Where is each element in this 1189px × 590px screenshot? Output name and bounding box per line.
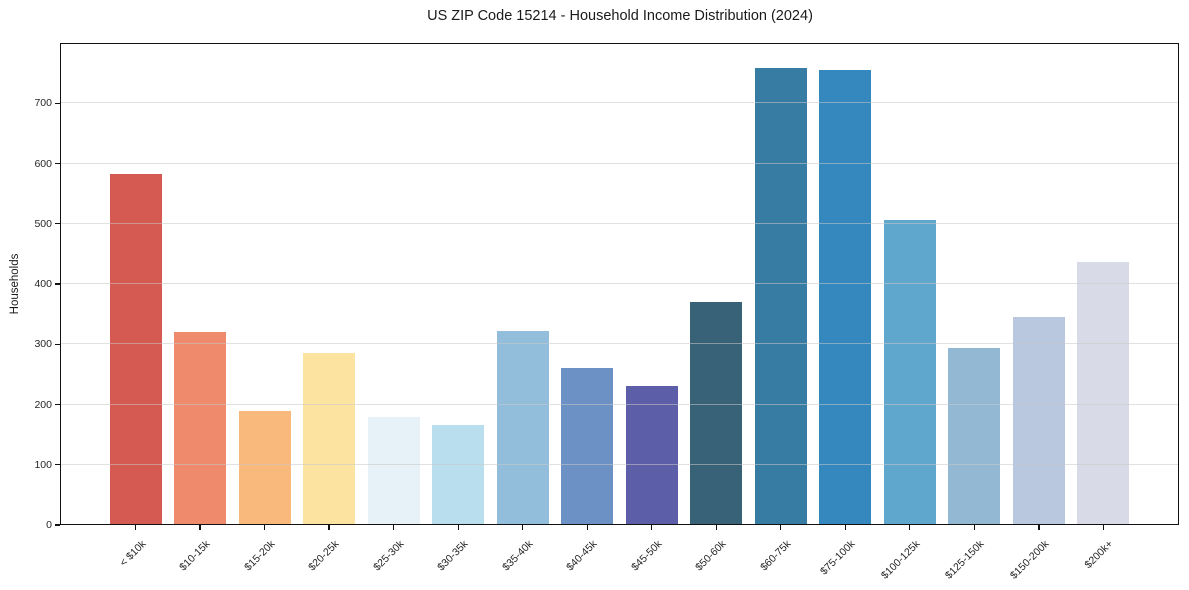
x-tick-label-$75-100k: $75-100k [818,538,858,578]
y-tick-label-200: 200 [34,398,52,411]
bar-< $10k [109,173,162,525]
bar-$25-30k [367,417,420,525]
gridline-400 [60,283,1179,284]
gridline-300 [60,343,1179,345]
bar-$40-45k [561,367,614,525]
gridline-200 [60,403,1179,405]
y-tick-mark [55,283,60,285]
bar-$150-200k [1012,316,1065,525]
x-tick-label-$50-60k: $50-60k [693,538,729,574]
x-tick-mark [844,525,846,530]
x-tick-label-$150-200k: $150-200k [1007,538,1052,582]
bar-$75-100k [819,69,872,525]
y-tick-mark [55,343,60,345]
plot-frame [60,43,1179,525]
gridline-600 [60,162,1179,164]
x-tick-mark [263,525,266,530]
bar-$125-150k [948,347,1001,525]
bar-$60-75k [754,68,807,525]
x-tick-mark [393,525,395,530]
x-tick-mark [909,525,911,530]
y-tick-mark [55,403,60,406]
x-tick-mark [1038,525,1040,530]
y-tick-label-500: 500 [34,217,52,230]
bar-$35-40k [496,331,549,525]
gridline-100 [60,463,1179,465]
x-tick-label-< $10k: < $10k [116,538,148,569]
bar-$45-50k [625,386,678,525]
y-tick-label-700: 700 [34,97,52,110]
gridline-500 [60,222,1179,224]
x-tick-label-$45-50k: $45-50k [628,538,665,574]
x-tick-mark [651,525,653,530]
x-tick-label-$15-20k: $15-20k [241,538,278,574]
bar-$10-15k [174,331,227,525]
x-tick-label-$40-45k: $40-45k [564,538,600,574]
x-tick-mark [586,525,588,530]
y-tick-mark [55,223,60,225]
x-tick-mark [780,525,782,530]
y-tick-label-300: 300 [34,338,52,351]
x-tick-mark [715,525,717,530]
y-tick-mark [55,524,60,526]
chart-title: US ZIP Code 15214 - Household Income Dis… [427,8,813,24]
bar-$200k+ [1077,262,1130,525]
x-tick-label-$35-40k: $35-40k [499,538,536,574]
y-tick-label-100: 100 [34,458,52,471]
y-tick-mark [55,102,60,104]
x-tick-label-$25-30k: $25-30k [370,538,407,574]
x-tick-mark [134,525,137,530]
x-tick-label-$125-150k: $125-150k [943,538,987,582]
gridline-700 [60,102,1179,104]
y-tick-mark [55,162,60,165]
x-tick-mark [973,525,976,530]
plot-area [60,43,1179,525]
x-tick-mark [1102,525,1105,530]
bar-$15-20k [238,410,291,525]
y-tick-label-400: 400 [34,278,52,290]
bar-$100-125k [883,219,936,525]
y-tick-label-0: 0 [46,519,52,531]
x-tick-mark [328,525,330,530]
x-tick-mark [457,525,459,530]
x-tick-mark [199,525,201,530]
x-tick-label-$200k+: $200k+ [1082,538,1116,572]
y-tick-mark [55,464,60,466]
bar-$20-25k [303,352,356,525]
x-tick-label-$30-35k: $30-35k [435,538,471,574]
bar-$50-60k [690,301,743,525]
x-tick-label-$60-75k: $60-75k [757,538,794,574]
bar-$30-35k [432,425,485,525]
x-tick-label-$100-125k: $100-125k [878,538,923,582]
x-tick-label-$20-25k: $20-25k [306,538,342,574]
x-tick-label-$10-15k: $10-15k [177,538,213,574]
y-tick-label-600: 600 [34,157,52,170]
x-tick-mark [522,525,524,530]
